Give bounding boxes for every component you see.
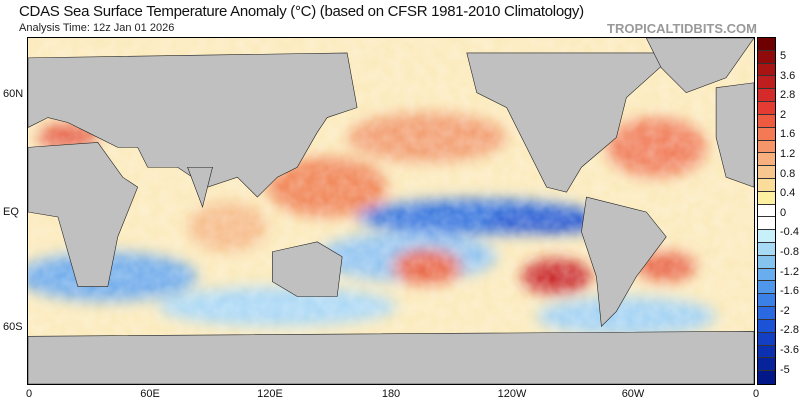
colorbar-tick-label: 0.8 — [780, 167, 796, 180]
colorbar-segment — [758, 102, 775, 115]
colorbar-segment — [758, 166, 775, 179]
sst-map — [27, 37, 755, 385]
colorbar-tick-label: 2.8 — [780, 89, 796, 102]
analysis-time: Analysis Time: 12z Jan 01 2026 — [19, 22, 175, 34]
colorbar-segment — [758, 178, 775, 192]
colorbar-segment — [758, 191, 775, 205]
lon-label: 60W — [621, 388, 645, 400]
colorbar-tick-label: 0 — [780, 206, 787, 219]
colorbar-segment — [758, 50, 775, 64]
colorbar-segment — [758, 307, 775, 320]
colorbar-tick-label: 1.2 — [780, 148, 796, 160]
colorbar-segment — [758, 153, 775, 167]
colorbar-segment — [758, 89, 775, 103]
colorbar-segment — [758, 294, 775, 308]
brand-watermark: TROPICALTIDBITS.COM — [607, 21, 757, 36]
lat-label-eq: EQ — [3, 206, 19, 218]
map-title: CDAS Sea Surface Temperature Anomaly (°C… — [19, 3, 584, 20]
colorbar-segment — [758, 204, 775, 218]
colorbar-segment — [758, 76, 775, 90]
colorbar-tick-label: 1.6 — [780, 128, 796, 141]
colorbar-segment — [758, 319, 775, 333]
colorbar-segment — [758, 243, 775, 256]
land-africa — [28, 142, 139, 287]
land-australia — [272, 241, 343, 297]
colorbar-tick-label: -1.2 — [780, 265, 799, 278]
lon-label: 0 — [752, 388, 760, 400]
lon-label: 0 — [25, 388, 33, 400]
lon-label: 180 — [381, 388, 401, 400]
colorbar-tick-label: -1.6 — [780, 285, 799, 298]
colorbar-segment — [758, 127, 775, 141]
colorbar-segment — [758, 38, 775, 51]
colorbar-tick-label: -0.8 — [780, 246, 799, 258]
colorbar-segment — [758, 255, 775, 269]
land-europe-right — [715, 82, 754, 188]
colorbar — [757, 37, 776, 385]
lat-label-60n: 60N — [3, 88, 24, 100]
colorbar-segment — [758, 345, 775, 359]
colorbar-tick-label: 2 — [780, 108, 787, 121]
colorbar-tick-label: -3.6 — [780, 344, 799, 356]
colorbar-segment — [758, 358, 775, 372]
colorbar-tick-label: 0.4 — [780, 187, 796, 200]
land-india — [187, 166, 213, 209]
land-north-america — [466, 52, 677, 193]
colorbar-segment — [758, 140, 775, 154]
colorbar-tick-label: 3.6 — [780, 69, 796, 82]
land-greenland — [645, 38, 754, 94]
colorbar-tick-label: -2.8 — [780, 324, 799, 337]
colorbar-segment — [758, 371, 775, 384]
colorbar-segment — [758, 268, 775, 282]
colorbar-tick-label: 5 — [780, 50, 787, 62]
lat-label-60s: 60S — [3, 321, 23, 333]
colorbar-segment — [758, 230, 775, 243]
colorbar-segment — [758, 332, 775, 346]
colorbar-tick-label: -2 — [780, 304, 790, 317]
colorbar-segment — [758, 217, 775, 231]
lon-label: 120W — [497, 388, 527, 400]
lon-label: 120E — [257, 388, 283, 400]
land-masses — [28, 38, 754, 384]
colorbar-segment — [758, 114, 775, 128]
land-south-america — [581, 196, 667, 327]
colorbar-tick-label: -5 — [780, 363, 790, 376]
colorbar-segment — [758, 281, 775, 295]
lon-label: 60E — [140, 388, 160, 400]
colorbar-tick-label: -0.4 — [780, 226, 799, 239]
colorbar-segment — [758, 63, 775, 77]
land-antarctica — [28, 331, 754, 384]
